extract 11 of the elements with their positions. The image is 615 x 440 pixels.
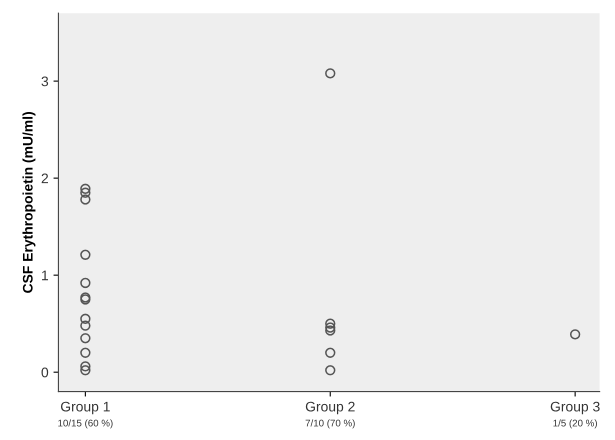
y-tick-label: 2 — [42, 173, 48, 184]
y-tick-label: 0 — [42, 368, 48, 378]
x-tick-label: Group 3 — [550, 402, 600, 414]
y-axis-title: CSF Erythropoietin (mU/ml) — [22, 112, 36, 293]
x-tick-label: Group 2 — [306, 402, 355, 414]
y-tick-label: 3 — [42, 76, 48, 86]
text: 10/15 (60 %) — [58, 419, 113, 428]
y-tick-label: 1 — [42, 270, 48, 280]
text: 1/5 (20 %) — [553, 419, 597, 428]
text: 7/10 (70 %) — [306, 419, 355, 428]
x-tick-label: Group 1 — [60, 402, 110, 414]
